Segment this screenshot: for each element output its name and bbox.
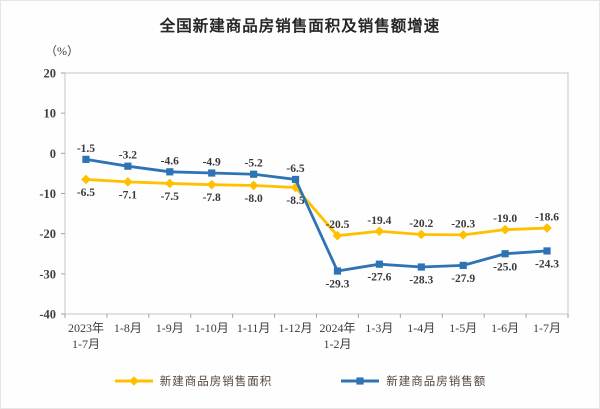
legend-label-sales-area: 新建商品房销售面积	[159, 376, 273, 388]
series-line-sales-amount	[84, 157, 549, 273]
x-tick-label: 1-12月	[279, 321, 313, 335]
data-label-sales-area: -8.5	[286, 195, 304, 207]
data-label-sales-amount: -27.9	[451, 273, 475, 285]
legend-marker-sales-area-icon	[114, 376, 153, 386]
data-point-sales-amount	[543, 247, 551, 255]
x-tick-label: 1-5月	[449, 321, 477, 335]
data-label-sales-amount: -4.9	[203, 157, 221, 169]
data-point-sales-amount	[459, 261, 467, 269]
data-label-sales-area: -19.4	[367, 215, 391, 227]
data-label-sales-area: -6.5	[77, 187, 95, 199]
data-label-sales-amount: -1.5	[77, 143, 95, 155]
data-label-sales-area: -18.6	[535, 212, 559, 224]
data-point-sales-amount	[166, 168, 174, 176]
x-tick-label: 1-10月	[195, 321, 229, 335]
data-point-sales-area	[81, 174, 91, 185]
data-point-sales-area	[500, 224, 510, 235]
data-point-sales-amount	[250, 170, 258, 178]
data-label-sales-amount: -24.3	[535, 258, 559, 270]
data-point-sales-amount	[333, 267, 342, 275]
data-point-sales-amount	[375, 260, 383, 268]
legend-marker-sales-amount-icon	[341, 377, 380, 385]
y-tick-label: 10	[44, 107, 57, 121]
plot-area-border	[64, 72, 569, 315]
data-point-sales-area	[164, 178, 175, 189]
data-label-sales-amount: -27.6	[367, 272, 391, 284]
data-point-sales-area	[458, 230, 469, 240]
x-tick-label: 1-7月	[533, 321, 561, 335]
x-tick-label: 1-6月	[491, 321, 519, 335]
data-point-sales-area	[248, 180, 259, 191]
data-label-sales-amount: -25.0	[493, 261, 517, 273]
data-point-sales-area	[416, 229, 427, 240]
data-label-sales-amount: -29.3	[325, 279, 349, 291]
x-tick-label: 1-9月	[156, 321, 184, 335]
data-point-sales-amount	[417, 263, 425, 271]
legend-mark-sales-area	[128, 376, 139, 386]
data-point-sales-area	[374, 226, 385, 237]
x-tick-label: 1-3月	[365, 321, 393, 335]
data-label-sales-amount: -6.5	[286, 163, 304, 175]
y-tick-label: -30	[39, 267, 56, 281]
line-chart-plot: 20 10 0 -10 -20 -30 -40 2023年 1-7月 1-8月 1-9月 1-10月 1…	[39, 67, 569, 351]
chart-legend: 新建商品房销售面积 新建商品房销售额	[1, 373, 599, 389]
y-tick-label: 20	[44, 67, 57, 81]
x-tick-label: 1-11月	[237, 321, 271, 335]
data-label-sales-area: -19.0	[493, 213, 517, 225]
legend-label-sales-amount: 新建商品房销售额	[386, 376, 487, 388]
y-tick-label: -40	[39, 308, 56, 322]
data-label-sales-area: -7.1	[119, 189, 137, 201]
legend-item-sales-area: 新建商品房销售面积	[114, 373, 273, 389]
legend-mark-sales-amount	[356, 377, 364, 385]
data-point-sales-amount	[208, 169, 216, 177]
data-point-sales-area	[290, 182, 301, 193]
x-tick-label: 1-4月	[407, 321, 435, 335]
x-tick-label: 1-8月	[114, 321, 142, 335]
data-label-sales-amount: -4.6	[161, 155, 179, 167]
x-tick-label: 2023年	[68, 321, 104, 335]
chart-title: 全国新建商品房销售面积及销售额增速	[159, 18, 441, 35]
data-point-sales-amount	[501, 250, 509, 258]
x-tick-label: 2024年	[319, 321, 355, 335]
data-label-sales-area: -7.8	[203, 192, 221, 204]
data-label-sales-amount: -28.3	[409, 275, 433, 287]
data-point-sales-amount	[124, 162, 132, 170]
y-axis-unit-label: （%）	[45, 44, 79, 58]
data-label-sales-area: -8.0	[245, 193, 263, 205]
data-point-sales-amount	[291, 175, 300, 184]
data-label-sales-amount: -5.2	[245, 158, 263, 170]
data-label-sales-area: -20.3	[451, 218, 475, 230]
data-point-sales-area	[332, 230, 343, 241]
data-point-sales-area	[542, 223, 552, 233]
legend-item-sales-amount: 新建商品房销售额	[340, 373, 486, 389]
data-label-sales-amount: -3.2	[119, 150, 137, 162]
y-tick-label: -10	[39, 187, 56, 201]
data-label-sales-area: -20.2	[409, 218, 433, 230]
data-point-sales-amount	[82, 155, 90, 163]
y-tick-label: 0	[50, 147, 56, 161]
series-line-sales-area	[84, 178, 549, 238]
x-tick-label: 1-2月	[323, 337, 351, 351]
data-point-sales-area	[206, 179, 217, 190]
x-tick-label: 1-7月	[72, 337, 100, 351]
data-label-sales-area: -7.5	[161, 191, 179, 203]
data-point-sales-area	[123, 177, 133, 187]
data-label-sales-area: -20.5	[325, 219, 349, 231]
y-tick-label: -20	[39, 227, 56, 241]
